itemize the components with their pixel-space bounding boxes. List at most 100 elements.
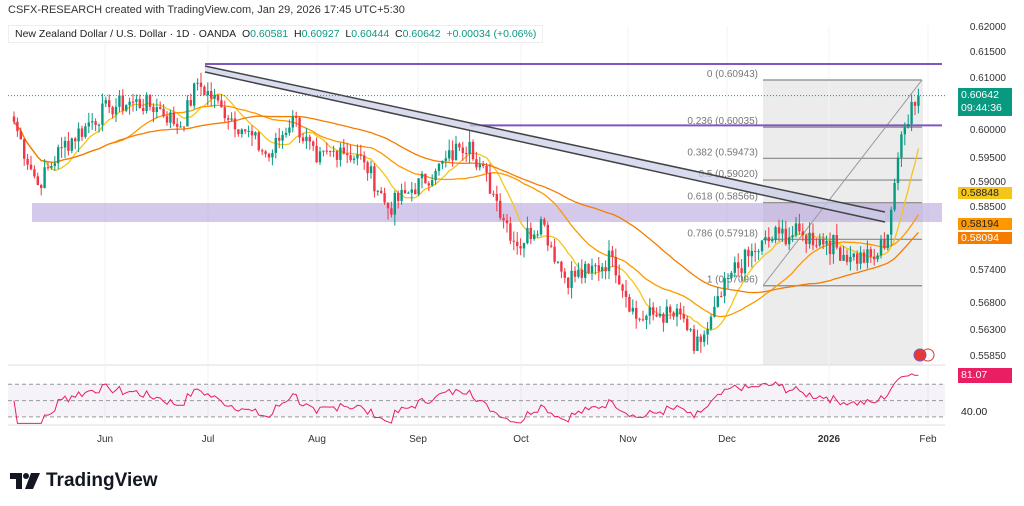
candle-body: [822, 238, 825, 245]
candle-body: [403, 189, 407, 194]
candle-body: [465, 153, 468, 155]
candle-body: [876, 255, 879, 260]
candle-body: [662, 313, 665, 323]
candle-body: [652, 307, 655, 315]
candle-body: [526, 227, 529, 244]
symbol-legend: New Zealand Dollar / U.S. Dollar · 1D · …: [8, 25, 544, 43]
tradingview-logo[interactable]: TradingView: [10, 470, 158, 492]
candle-body: [723, 278, 726, 297]
fib-trend-line: [762, 79, 923, 287]
candle-body: [366, 162, 369, 174]
candle-body: [533, 234, 536, 240]
x-tick-label: Aug: [308, 434, 326, 445]
candle-body: [237, 129, 240, 135]
candle-body: [247, 130, 250, 132]
candle-body: [784, 228, 787, 245]
candle-body: [611, 250, 614, 257]
candle-body: [842, 254, 845, 261]
trendline-channel: [205, 66, 885, 222]
candle-body: [312, 141, 315, 146]
candle-body: [737, 262, 740, 269]
candle-body: [791, 235, 794, 238]
candle-body: [322, 150, 325, 152]
candle-body: [407, 192, 410, 194]
candle-body: [798, 223, 801, 232]
candle-body: [856, 253, 859, 264]
open-value: 0.60581: [250, 28, 289, 40]
candle-body: [458, 143, 461, 148]
candle-body: [220, 100, 223, 108]
candle-body: [233, 118, 237, 130]
candle-body: [621, 284, 624, 291]
candle-body: [788, 237, 791, 245]
candle-body: [162, 108, 165, 117]
candle-body: [315, 145, 318, 163]
candle-body: [454, 143, 458, 161]
candle-body: [774, 227, 777, 240]
candle-body: [720, 296, 723, 298]
candle-body: [886, 234, 889, 249]
candle-body: [318, 151, 322, 163]
candle-body: [672, 312, 675, 317]
candle-body: [118, 95, 121, 107]
candle-body: [913, 101, 917, 106]
candle-body: [254, 132, 257, 136]
candle-body: [369, 166, 373, 174]
candle-body: [675, 308, 679, 317]
candle-body: [590, 265, 594, 273]
candle-body: [441, 160, 444, 164]
candle-body: [414, 189, 417, 195]
candle-body: [250, 130, 254, 136]
candle-body: [230, 118, 233, 120]
candle-body: [577, 269, 580, 277]
candle-body: [495, 194, 498, 201]
candle-body: [628, 296, 631, 312]
candle-body: [580, 269, 583, 278]
candle-body: [754, 250, 757, 252]
candle-body: [216, 94, 220, 101]
candle-body: [169, 112, 172, 123]
chart-credit: CSFX-RESEARCH created with TradingView.c…: [8, 4, 405, 16]
candle-body: [594, 265, 597, 267]
candle-body: [801, 231, 804, 236]
fib-level-label: 0.618 (0.58566): [687, 192, 758, 203]
candle-body: [193, 83, 196, 106]
candle-body: [12, 116, 16, 122]
candle-body: [284, 132, 288, 135]
candle-body: [641, 319, 645, 321]
candle-body: [138, 99, 141, 109]
candle-body: [427, 183, 430, 186]
candle-body: [142, 108, 145, 112]
candle-body: [444, 158, 447, 161]
candle-body: [764, 237, 767, 241]
candle-body: [818, 238, 821, 246]
candle-body: [135, 99, 138, 102]
x-tick-label: Feb: [919, 434, 937, 445]
candle-body: [726, 277, 730, 279]
candle-body: [431, 180, 434, 186]
candle-body: [332, 150, 335, 152]
candle-body: [352, 158, 356, 161]
candle-body: [356, 154, 359, 159]
y-tick-label: 0.59500: [970, 153, 1007, 164]
candle-body: [716, 296, 719, 307]
candle-body: [210, 91, 213, 99]
candle-body: [733, 262, 736, 273]
candle-body: [179, 126, 182, 128]
y-tick-label: 0.62000: [970, 22, 1007, 33]
candle-body: [19, 131, 22, 140]
candle-body: [502, 217, 505, 221]
candle-body: [828, 240, 832, 255]
candle-body: [730, 272, 733, 278]
candle-body: [176, 123, 179, 127]
candle-body: [522, 243, 526, 249]
y-tick-label: 0.56800: [970, 298, 1007, 309]
candle-body: [349, 155, 352, 161]
candle-body: [67, 140, 70, 151]
candle-body: [852, 253, 855, 257]
candle-body: [305, 136, 308, 142]
candle-body: [825, 240, 828, 245]
candle-body: [335, 150, 339, 160]
candle-body: [900, 134, 903, 158]
